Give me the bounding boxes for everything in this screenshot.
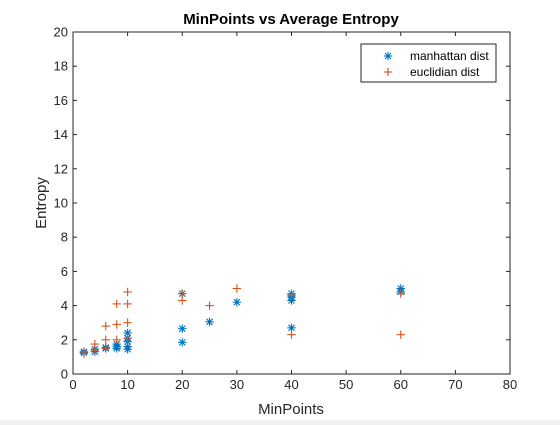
y-tick-label: 18: [54, 59, 68, 74]
manhattan-point: [232, 297, 242, 307]
legend-marker-manhattan: [383, 51, 393, 61]
legend: manhattan dist euclidian dist: [360, 43, 497, 83]
chart-title: MinPoints vs Average Entropy: [183, 11, 399, 28]
x-tick-label: 30: [230, 377, 244, 392]
euclidian-point: [287, 289, 296, 298]
y-tick-label: 0: [61, 367, 68, 382]
legend-entry-euclidian: euclidian dist: [410, 65, 480, 79]
euclidian-point: [101, 335, 110, 344]
y-tick-label: 6: [61, 264, 68, 279]
plot-area: [73, 32, 510, 374]
euclidian-point: [112, 299, 121, 309]
euclidian-point: [112, 320, 121, 329]
y-tick-label: 20: [54, 25, 68, 40]
euclidian-point: [287, 330, 296, 339]
x-tick-label: 10: [120, 377, 134, 392]
euclidian-point: [178, 289, 187, 298]
y-tick-label: 10: [54, 196, 68, 211]
y-tick-label: 4: [61, 298, 68, 313]
y-tick-label: 16: [54, 93, 68, 108]
x-tick-label: 20: [175, 377, 189, 392]
manhattan-point: [178, 324, 187, 333]
euclidian-point: [123, 287, 132, 297]
legend-markers: [383, 51, 393, 77]
euclidian-point: [123, 333, 132, 343]
x-axis-label: MinPoints: [258, 401, 324, 418]
legend-marker-euclidian: [383, 67, 393, 77]
euclidian-point: [101, 344, 110, 353]
euclidian-point: [123, 299, 132, 309]
manhattan-point: [178, 338, 187, 347]
euclidian-point: [232, 284, 242, 293]
euclidian-point: [123, 318, 132, 327]
x-tick-label: 70: [448, 377, 462, 392]
y-tick-label: 14: [54, 127, 68, 142]
legend-box: [360, 43, 497, 83]
axis-ticks: 0 10 20 30 40 50 60 70 80 0 2 4 6 8 10 12 14 16 18 20: [54, 25, 518, 393]
x-tick-label: 60: [394, 377, 408, 392]
data-points: [79, 284, 405, 358]
x-tick-label: 0: [69, 377, 76, 392]
euclidian-point: [396, 330, 405, 339]
y-axis-label: Entropy: [33, 177, 50, 229]
x-tick-label: 80: [503, 377, 517, 392]
y-tick-label: 8: [61, 230, 68, 245]
euclidian-point: [90, 339, 100, 349]
y-tick-label: 12: [54, 161, 68, 176]
euclidian-point: [396, 289, 405, 298]
legend-entry-manhattan: manhattan dist: [410, 49, 489, 63]
euclidian-point: [79, 347, 89, 356]
y-tick-label: 2: [61, 332, 68, 347]
euclidian-point: [112, 335, 121, 344]
euclidian-point: [101, 321, 110, 331]
x-tick-label: 50: [339, 377, 353, 392]
x-tick-label: 40: [284, 377, 298, 392]
euclidian-point: [205, 301, 214, 310]
manhattan-point: [205, 317, 214, 327]
plot-frame: [72, 31, 511, 375]
